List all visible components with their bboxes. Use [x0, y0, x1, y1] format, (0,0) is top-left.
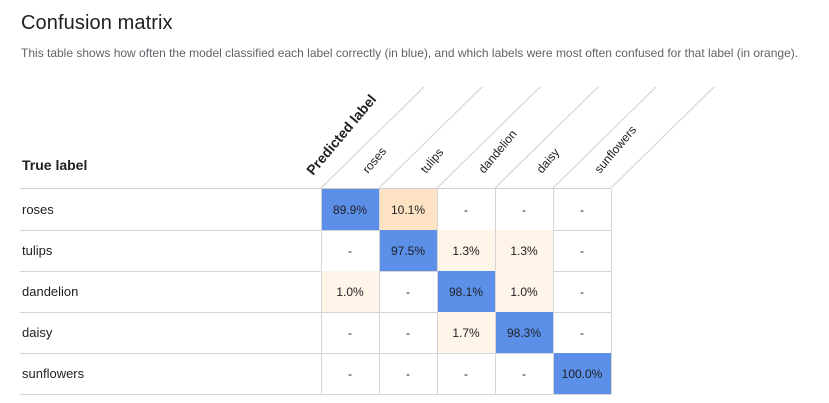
column-label-tulips: tulips: [418, 145, 447, 175]
matrix-cell: 1.0%: [321, 271, 379, 312]
page-title: Confusion matrix: [21, 12, 173, 34]
matrix-cell: 1.3%: [437, 230, 495, 271]
matrix-cell: 100.0%: [553, 353, 611, 394]
column-divider-line: [552, 86, 657, 189]
column-divider: [495, 189, 496, 394]
row-label-tulips: tulips: [22, 243, 53, 258]
matrix-cell: 10.1%: [379, 189, 437, 230]
matrix-cell: 1.3%: [495, 230, 553, 271]
column-label-dandelion: dandelion: [476, 127, 520, 176]
column-divider: [611, 189, 612, 394]
row-label-daisy: daisy: [22, 325, 53, 340]
matrix-cell: -: [464, 366, 468, 381]
matrix-cell: -: [406, 366, 410, 381]
matrix-cell: -: [406, 284, 410, 299]
column-header-area: Predicted label roses tulips dandelion dais…: [20, 86, 715, 189]
matrix-cell: -: [406, 325, 410, 340]
row-divider: [20, 353, 611, 354]
matrix-cell: 1.7%: [437, 312, 495, 353]
column-divider-line: [378, 86, 483, 189]
column-divider-line: [610, 86, 715, 189]
matrix-cell: 1.0%: [495, 271, 553, 312]
matrix-cell: 97.5%: [379, 230, 437, 271]
column-divider: [321, 189, 322, 394]
matrix-cell: 89.9%: [321, 189, 379, 230]
true-label-header: True label: [22, 157, 88, 173]
row-divider: [20, 230, 611, 231]
matrix-cell: -: [348, 366, 352, 381]
column-label-roses: roses: [360, 144, 390, 175]
row-divider: [20, 271, 611, 272]
column-divider: [379, 189, 380, 394]
row-divider: [20, 312, 611, 313]
matrix-cell: -: [580, 202, 584, 217]
matrix-cell: -: [580, 284, 584, 299]
matrix-cell: 98.3%: [495, 312, 553, 353]
matrix-cell: -: [348, 243, 352, 258]
page-description: This table shows how often the model cla…: [21, 46, 799, 60]
column-divider: [553, 189, 554, 394]
matrix-cell: -: [522, 202, 526, 217]
matrix-cell: -: [464, 202, 468, 217]
matrix-cell: -: [580, 325, 584, 340]
row-label-roses: roses: [22, 202, 54, 217]
column-label-daisy: daisy: [534, 145, 563, 175]
matrix-cell: -: [348, 325, 352, 340]
column-divider-line: [436, 86, 541, 189]
column-divider: [437, 189, 438, 394]
column-divider-line: [494, 86, 599, 189]
matrix-cell: -: [522, 366, 526, 381]
column-divider-line: [320, 86, 425, 189]
row-divider: [20, 394, 611, 395]
matrix-cell: 98.1%: [437, 271, 495, 312]
row-label-sunflowers: sunflowers: [22, 366, 85, 381]
matrix-cell: -: [580, 243, 584, 258]
row-label-dandelion: dandelion: [22, 284, 79, 299]
